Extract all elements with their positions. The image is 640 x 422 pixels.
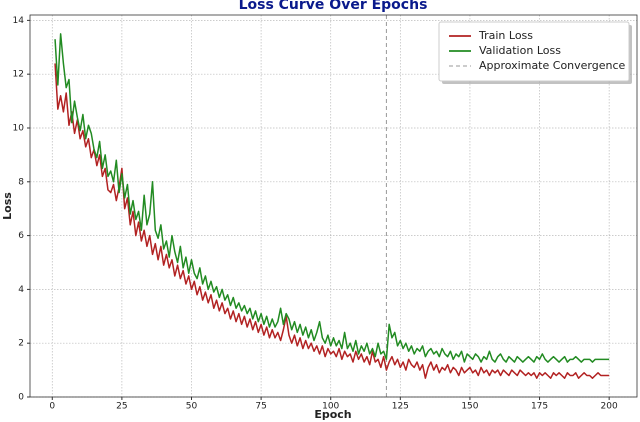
y-tick-label: 4 bbox=[18, 285, 24, 295]
legend-label: Train Loss bbox=[478, 29, 533, 42]
x-tick-label: 25 bbox=[116, 402, 127, 412]
y-tick-label: 14 bbox=[13, 16, 25, 26]
x-axis-label: Epoch bbox=[314, 408, 351, 421]
y-tick-label: 12 bbox=[13, 70, 24, 80]
y-tick-label: 6 bbox=[18, 231, 24, 241]
x-tick-label: 200 bbox=[601, 402, 618, 412]
legend-box bbox=[438, 21, 630, 82]
x-tick-label: 75 bbox=[255, 402, 266, 412]
legend-label: Approximate Convergence bbox=[479, 59, 626, 72]
y-tick-label: 8 bbox=[18, 177, 24, 187]
series-line bbox=[54, 63, 610, 379]
x-tick-label: 0 bbox=[49, 402, 55, 412]
x-tick-label: 100 bbox=[322, 402, 339, 412]
x-tick-label: 50 bbox=[186, 402, 198, 412]
series-line bbox=[54, 33, 610, 363]
y-tick-label: 0 bbox=[18, 393, 24, 403]
x-tick-label: 125 bbox=[392, 402, 409, 412]
x-tick-label: 150 bbox=[461, 402, 478, 412]
plot-frame bbox=[29, 14, 638, 398]
y-axis-label: Loss bbox=[1, 192, 14, 220]
legend-label: Validation Loss bbox=[479, 44, 561, 57]
y-tick-label: 2 bbox=[18, 339, 24, 349]
chart-title: Loss Curve Over Epochs bbox=[239, 0, 428, 13]
y-tick-label: 10 bbox=[13, 123, 25, 133]
x-tick-label: 175 bbox=[531, 402, 548, 412]
